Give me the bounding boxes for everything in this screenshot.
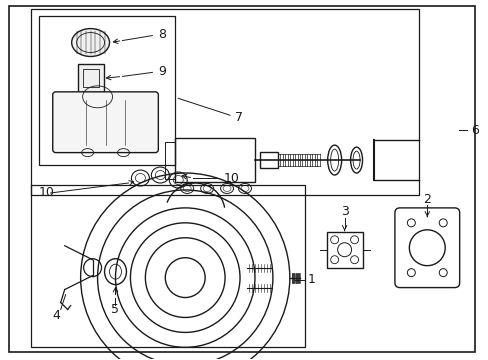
Bar	[165, 141, 175, 179]
Text: 10: 10	[39, 186, 55, 199]
Text: 9: 9	[158, 65, 166, 78]
Text: 6: 6	[470, 124, 478, 137]
Text: 4: 4	[53, 309, 61, 322]
Ellipse shape	[72, 28, 109, 57]
Bar	[31, 185, 304, 347]
Text: 7: 7	[235, 111, 243, 124]
Bar	[31, 9, 419, 195]
Bar	[326, 232, 362, 268]
Text: 1: 1	[307, 273, 315, 286]
Bar	[260, 152, 277, 168]
Text: 3: 3	[340, 205, 348, 219]
Text: 8: 8	[158, 28, 166, 41]
Text: 2: 2	[423, 193, 430, 206]
Bar	[78, 64, 103, 92]
Bar	[39, 15, 175, 165]
FancyBboxPatch shape	[53, 92, 158, 153]
Text: 10: 10	[224, 171, 240, 185]
Bar	[175, 138, 254, 183]
Text: 5: 5	[111, 303, 119, 316]
Bar	[82, 69, 99, 87]
